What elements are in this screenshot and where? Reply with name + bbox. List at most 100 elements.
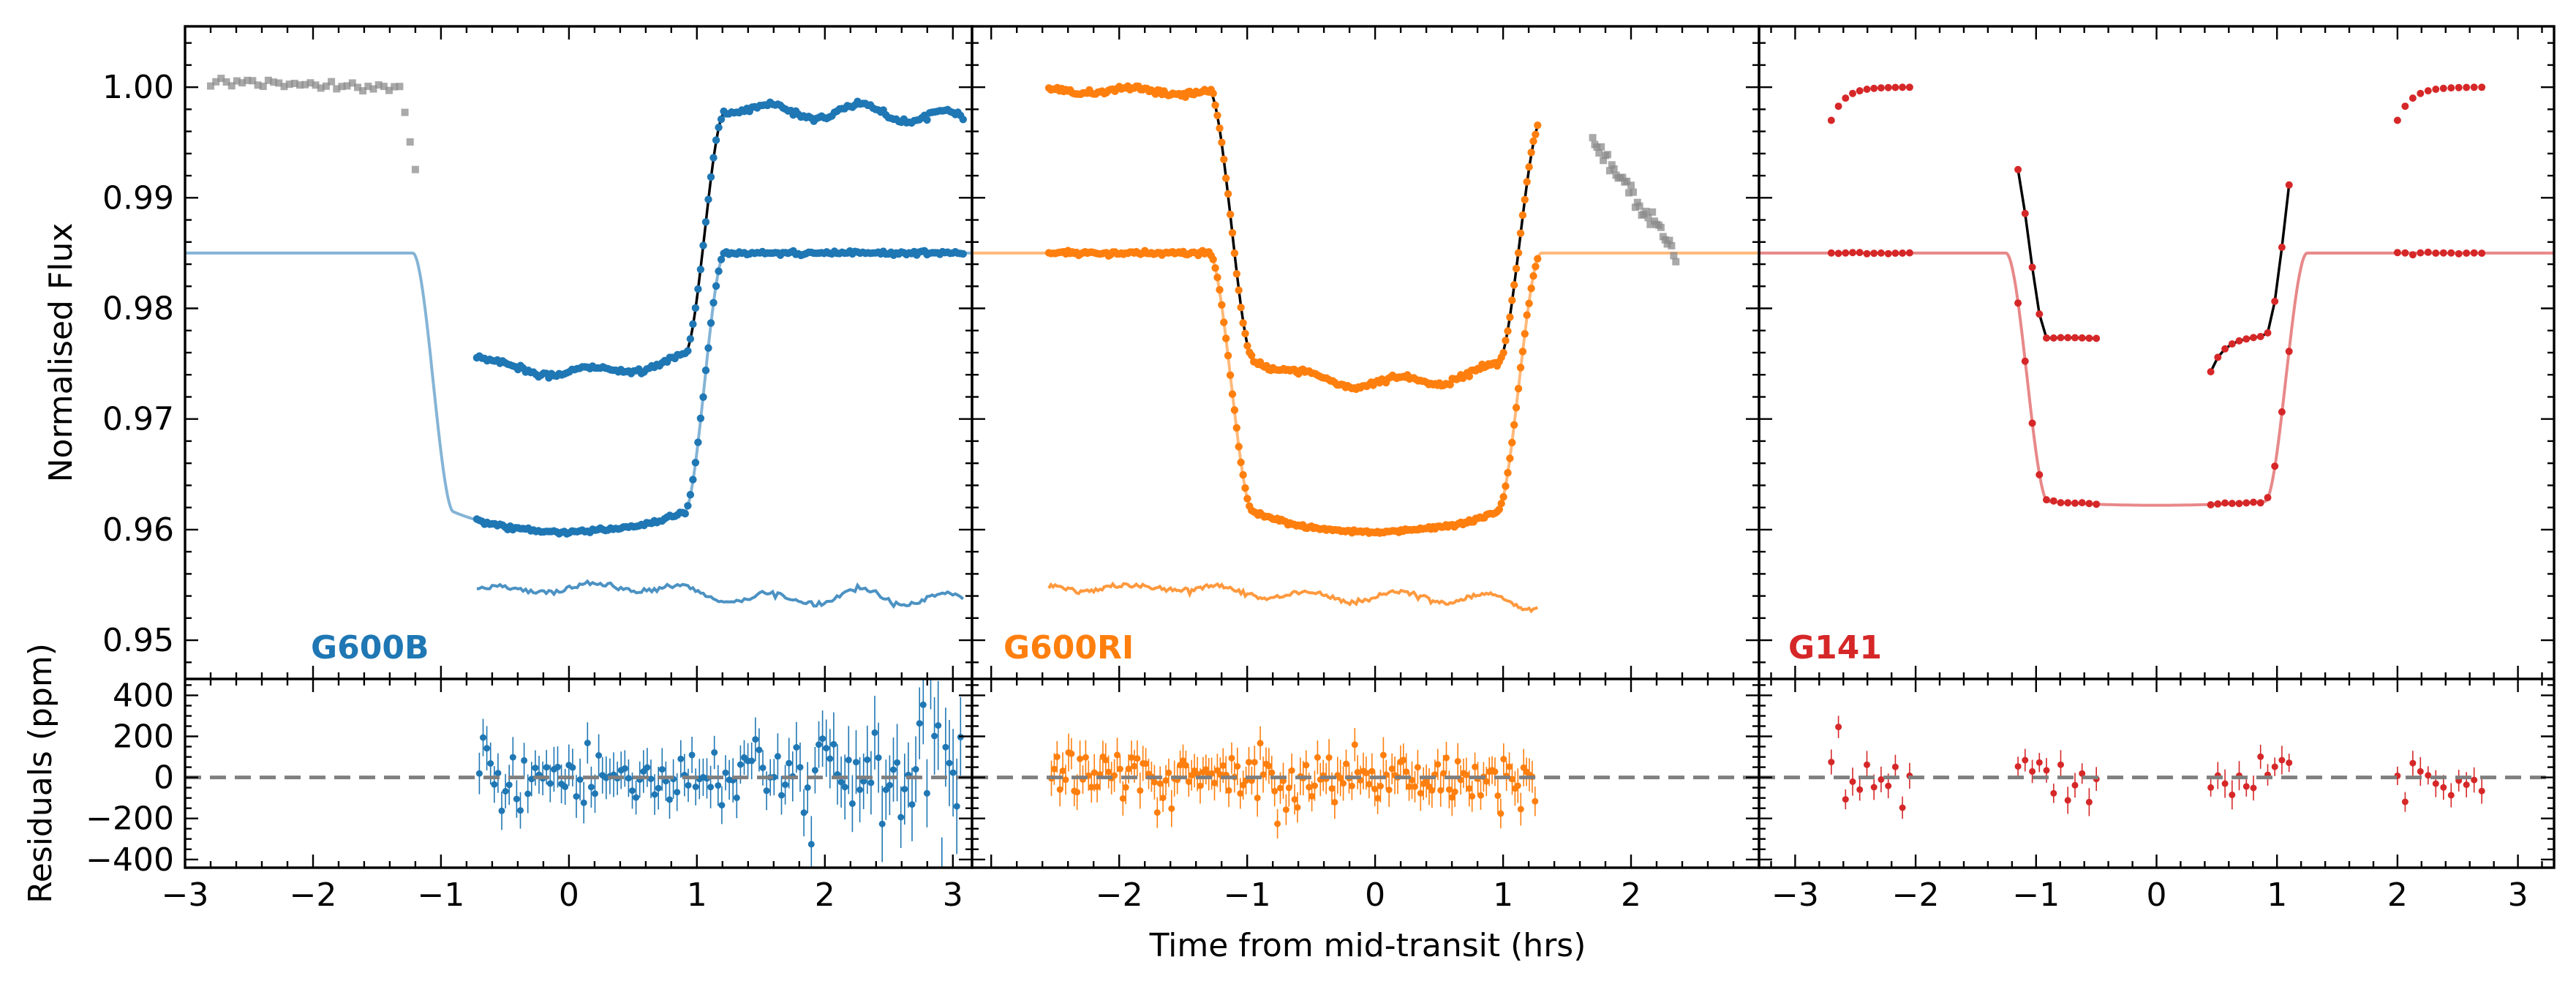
detrended-flux-point — [1891, 249, 1899, 258]
raw-flux-point — [1213, 111, 1221, 119]
residual-point — [823, 745, 830, 752]
raw-flux-point — [1224, 189, 1232, 198]
raw-flux-point — [2256, 333, 2264, 340]
detrended-flux-point — [1525, 299, 1533, 307]
excluded-point — [396, 83, 404, 91]
residual-point — [856, 786, 864, 793]
residual-point — [782, 781, 789, 789]
detrended-flux-point — [2221, 499, 2229, 507]
detrended-flux-point — [2071, 499, 2079, 507]
residual-point — [2401, 798, 2409, 806]
raw-flux-point — [2214, 353, 2222, 361]
raw-flux-point — [709, 154, 718, 162]
residual-point — [584, 740, 591, 746]
detrended-flux-point — [2278, 408, 2286, 416]
residual-point — [1165, 769, 1172, 776]
detrended-flux-point — [699, 393, 707, 401]
residual-point — [953, 803, 960, 810]
residual-point — [621, 765, 628, 772]
raw-flux-point — [2043, 334, 2050, 342]
excluded-point — [348, 79, 356, 87]
excluded-point — [1605, 167, 1613, 175]
detrended-flux-point — [959, 249, 968, 258]
detrended-flux-point — [1870, 249, 1878, 258]
raw-flux-point — [2078, 334, 2086, 342]
detrended-flux-point — [701, 367, 710, 375]
residual-point — [1483, 778, 1490, 785]
residual-point — [513, 795, 520, 803]
plot-residuals-g600ri — [972, 726, 1759, 839]
raw-flux-point — [1905, 83, 1913, 91]
detrended-flux-point — [1834, 249, 1842, 258]
residual-point — [2014, 763, 2022, 770]
detrended-flux-point — [1499, 493, 1507, 501]
excluded-point — [1661, 236, 1669, 244]
x-tick-label: −1 — [1224, 876, 1271, 914]
residual-point — [1891, 763, 1899, 770]
raw-flux-point — [1834, 102, 1842, 110]
residual-point — [2242, 783, 2250, 790]
residual-point — [1443, 754, 1450, 762]
excluded-point — [1604, 151, 1611, 159]
residual-point — [2417, 767, 2424, 775]
detrended-flux-point — [1224, 351, 1232, 360]
residual-point — [1059, 767, 1066, 775]
residual-point — [2064, 797, 2071, 804]
excluded-point — [233, 77, 241, 85]
residual-point — [1082, 754, 1089, 761]
residual-point — [949, 769, 957, 776]
x-tick-label: −2 — [290, 876, 337, 914]
detrended-flux-point — [2455, 249, 2463, 258]
residual-point — [1237, 790, 1244, 797]
raw-flux-point — [694, 285, 702, 293]
excluded-point — [1630, 188, 1637, 196]
detrended-flux-point — [1527, 285, 1535, 293]
detrended-flux-point — [2409, 251, 2417, 259]
detrended-flux-point — [1213, 274, 1221, 282]
raw-flux-point — [1446, 380, 1454, 388]
panel-g600ri: G600RI — [972, 82, 1759, 839]
raw-flux-point — [923, 116, 931, 124]
residual-point — [502, 788, 509, 795]
residual-point — [580, 799, 587, 806]
raw-flux-point — [2409, 94, 2417, 102]
detrended-flux-point — [712, 282, 720, 290]
detrended-flux-point — [709, 298, 718, 307]
residual-point — [2250, 784, 2257, 792]
raw-flux-point — [2071, 334, 2079, 342]
residual-point — [774, 753, 781, 760]
excluded-point — [238, 79, 246, 87]
residual-point — [1053, 754, 1061, 760]
raw-flux-point — [1518, 211, 1527, 219]
residual-point — [1282, 806, 1289, 814]
raw-flux-point — [2021, 209, 2029, 217]
residual-point — [841, 784, 848, 791]
excluded-point — [1672, 258, 1680, 266]
plot-top-g141 — [1759, 83, 2554, 508]
excluded-point — [244, 76, 252, 84]
residual-point — [1466, 785, 1473, 792]
residual-point — [796, 764, 804, 771]
residual-point — [759, 765, 767, 771]
excluded-point — [343, 82, 351, 90]
raw-flux-point — [1532, 130, 1540, 138]
panel-label-g141: G141 — [1788, 629, 1882, 667]
detrended-flux-point — [704, 344, 712, 352]
residual-point — [1331, 799, 1338, 806]
detrended-flux-point — [2085, 500, 2093, 508]
detrended-flux-point — [2478, 249, 2486, 258]
residual-point — [480, 734, 486, 741]
x-tick-label: −1 — [2012, 876, 2060, 914]
detrended-flux-point — [1877, 249, 1885, 257]
residual-point — [674, 789, 681, 796]
detrended-flux-point — [1502, 482, 1510, 490]
residual-point — [1885, 782, 1892, 789]
residual-point — [946, 759, 953, 767]
residual-point — [1062, 776, 1069, 784]
excluded-point — [354, 83, 361, 91]
excluded-point — [1642, 207, 1650, 215]
detrended-flux-point — [2035, 470, 2044, 478]
x-tick-label: −3 — [1771, 876, 1819, 914]
x-tick-label: 3 — [2508, 876, 2528, 914]
residual-point — [475, 770, 483, 777]
